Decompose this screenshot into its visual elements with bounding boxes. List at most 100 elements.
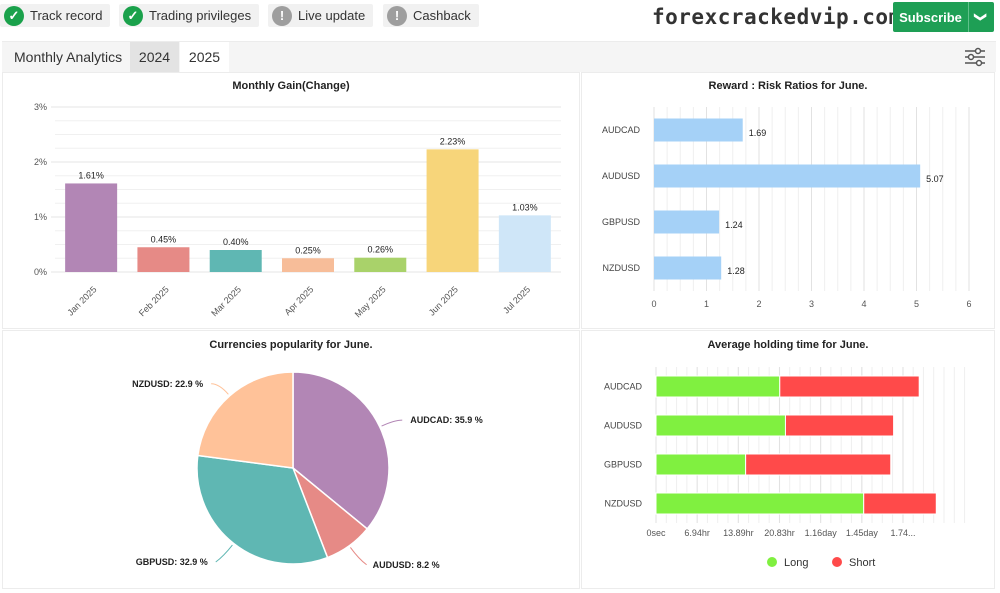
x-tick-label: 1.16day — [805, 528, 838, 538]
x-tick-label: Apr 2025 — [283, 284, 316, 317]
chart-title: Currencies popularity for June. — [209, 339, 373, 351]
bar-segment — [863, 492, 937, 515]
y-tick-label: 2% — [34, 157, 47, 167]
y-tick-label: GBPUSD — [602, 217, 641, 227]
data-label: 0.40% — [223, 237, 249, 247]
bar-segment — [784, 414, 895, 437]
data-label: 0.26% — [368, 245, 394, 255]
x-tick-label: Feb 2025 — [137, 284, 171, 318]
data-label: 5.07 — [926, 174, 944, 184]
data-label: 1.61% — [78, 170, 104, 180]
x-tick-label: 1.45day — [846, 528, 879, 538]
bar-segment — [655, 414, 786, 437]
bar-segment — [655, 492, 865, 515]
y-tick-label: 3% — [34, 102, 47, 112]
x-tick-label: May 2025 — [353, 284, 388, 319]
y-tick-label: 1% — [34, 212, 47, 222]
bar — [654, 210, 720, 234]
x-tick-label: Jul 2025 — [501, 284, 532, 315]
legend-label: Short — [849, 557, 875, 569]
bar — [137, 247, 190, 272]
bar — [498, 215, 551, 272]
x-tick-label: 5 — [914, 299, 919, 309]
bar-segment — [779, 375, 920, 398]
data-label: 1.28 — [727, 266, 745, 276]
y-tick-label: AUDUSD — [604, 421, 643, 431]
bar — [209, 250, 262, 272]
badge-trading-privileges[interactable]: ✓ Trading privileges — [119, 4, 260, 27]
bar-segment — [655, 375, 781, 398]
legend-marker — [767, 557, 777, 567]
analytics-tab-bar: Monthly Analytics 2024 2025 — [2, 41, 996, 72]
x-tick-label: 13.89hr — [723, 528, 754, 538]
leader-line — [349, 547, 367, 566]
y-tick-label: 0% — [34, 267, 47, 277]
data-label: 2.23% — [440, 136, 466, 146]
legend-marker — [832, 557, 842, 567]
x-tick-label: 2 — [756, 299, 761, 309]
badge-cashback[interactable]: ! Cashback — [383, 4, 479, 27]
data-label: 1.69 — [749, 128, 767, 138]
bar — [426, 149, 479, 272]
leader-line — [381, 419, 403, 427]
x-tick-label: 6.94hr — [684, 528, 710, 538]
slice-label: NZDUSD: 22.9 % — [132, 379, 203, 389]
check-circle-icon: ✓ — [4, 5, 24, 26]
bar — [654, 256, 722, 280]
leader-line — [211, 383, 229, 395]
data-label: 1.24 — [725, 220, 743, 230]
chart-title: Reward : Risk Ratios for June. — [708, 80, 868, 92]
bar — [654, 118, 743, 142]
chart-title: Average holding time for June. — [707, 339, 869, 351]
x-tick-label: 1.74... — [891, 528, 916, 538]
holding-time-panel: Average holding time for June. 0sec 6.94h… — [581, 330, 995, 589]
chevron-down-icon[interactable]: ❯ — [968, 2, 994, 32]
monthly-gain-panel: Monthly Gain(Change) 0% 1% 2% 3% 1.61% Jan 20… — [2, 72, 580, 329]
tab-2025[interactable]: 2025 — [180, 42, 229, 72]
data-label: 0.45% — [151, 234, 177, 244]
reward-risk-chart: 0 1 2 3 4 5 6 1.69 AUDCAD 5.07 AUDUSD 1.24 GBPUSD 1.2… — [602, 107, 972, 309]
badge-track-record[interactable]: ✓ Track record — [0, 4, 111, 27]
y-tick-label: GBPUSD — [604, 460, 643, 470]
reward-risk-panel: Reward : Risk Ratios for June. 0 1 2 3 4 5 6 1.… — [581, 72, 995, 329]
check-circle-icon: ✓ — [123, 5, 143, 26]
y-tick-label: NZDUSD — [603, 263, 641, 273]
x-tick-label: Jun 2025 — [427, 284, 460, 317]
slice-label: AUDUSD: 8.2 % — [373, 560, 440, 570]
subscribe-label: Subscribe — [899, 9, 962, 25]
tab-2024[interactable]: 2024 — [130, 42, 179, 72]
subscribe-button[interactable]: Subscribe ❯ — [893, 2, 994, 32]
bar — [65, 183, 118, 272]
legend-label: Long — [784, 557, 808, 569]
data-label: 1.03% — [512, 202, 538, 212]
slice-label: GBPUSD: 32.9 % — [136, 557, 208, 567]
top-bar: ✓ Track record ✓ Trading privileges ! Li… — [0, 0, 1000, 34]
filter-settings-icon[interactable] — [964, 47, 986, 67]
badge-label: Trading privileges — [149, 8, 252, 23]
pie-slice — [196, 371, 294, 469]
bar-segment — [655, 453, 747, 476]
leader-line — [215, 544, 233, 563]
y-tick-label: AUDCAD — [604, 382, 643, 392]
pie-slice — [292, 371, 390, 530]
badge-label: Live update — [298, 8, 366, 23]
x-tick-label: 4 — [861, 299, 866, 309]
x-tick-label: Mar 2025 — [209, 284, 243, 318]
badge-label: Track record — [30, 8, 103, 23]
exclamation-circle-icon: ! — [387, 5, 407, 26]
y-tick-label: AUDUSD — [602, 171, 641, 181]
y-tick-label: AUDCAD — [602, 125, 641, 135]
page-title: Monthly Analytics — [14, 49, 123, 65]
badge-live-update[interactable]: ! Live update — [268, 4, 374, 27]
x-tick-label: 0sec — [646, 528, 666, 538]
bar — [282, 258, 334, 272]
x-tick-label: 6 — [966, 299, 971, 309]
currency-popularity-chart: AUDCAD: 35.9 % AUDUSD: 8.2 % GBPUSD: 32.9 … — [132, 371, 483, 570]
chart-title: Monthly Gain(Change) — [232, 80, 350, 92]
x-tick-label: 0 — [651, 299, 656, 309]
pie-slice — [196, 454, 329, 565]
y-tick-label: NZDUSD — [605, 499, 643, 509]
bar — [354, 257, 407, 272]
data-label: 0.25% — [295, 245, 321, 255]
x-tick-label: Jan 2025 — [65, 284, 98, 317]
